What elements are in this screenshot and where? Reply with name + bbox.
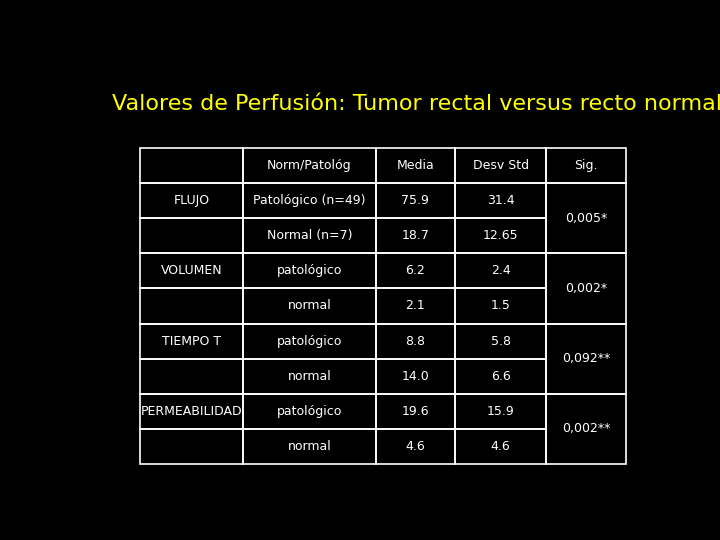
Bar <box>376 323 455 359</box>
Bar <box>455 288 546 323</box>
Bar <box>376 359 455 394</box>
Text: normal: normal <box>287 370 331 383</box>
Text: 15.9: 15.9 <box>487 405 515 418</box>
Text: Media: Media <box>397 159 434 172</box>
Text: 6.2: 6.2 <box>405 265 426 278</box>
Bar <box>243 253 376 288</box>
Bar <box>546 253 626 323</box>
Text: patológico: patológico <box>276 405 342 418</box>
Bar <box>376 218 455 253</box>
Text: 2.4: 2.4 <box>491 265 510 278</box>
Bar <box>455 429 546 464</box>
Text: VOLUMEN: VOLUMEN <box>161 265 222 278</box>
Bar <box>376 288 455 323</box>
Bar <box>243 183 376 218</box>
Text: 0,002**: 0,002** <box>562 422 610 435</box>
Text: patológico: patológico <box>276 335 342 348</box>
Text: 1.5: 1.5 <box>491 300 510 313</box>
Bar <box>140 148 243 183</box>
Text: Desv Std: Desv Std <box>472 159 528 172</box>
Bar <box>243 288 376 323</box>
Bar <box>376 183 455 218</box>
Text: TIEMPO T: TIEMPO T <box>162 335 221 348</box>
Text: Sig.: Sig. <box>575 159 598 172</box>
Bar <box>546 148 626 183</box>
Text: 6.6: 6.6 <box>491 370 510 383</box>
Bar <box>243 359 376 394</box>
Bar <box>140 218 243 253</box>
Bar <box>243 429 376 464</box>
Bar <box>546 183 626 253</box>
Text: 4.6: 4.6 <box>405 440 426 453</box>
Bar <box>455 218 546 253</box>
Bar <box>243 394 376 429</box>
Bar <box>140 323 243 359</box>
Text: 4.6: 4.6 <box>491 440 510 453</box>
Text: 5.8: 5.8 <box>490 335 510 348</box>
Bar <box>243 218 376 253</box>
Bar <box>140 183 243 218</box>
Bar <box>455 394 546 429</box>
Bar <box>140 288 243 323</box>
Bar <box>376 253 455 288</box>
Bar <box>455 323 546 359</box>
Text: Normal (n=7): Normal (n=7) <box>266 230 352 242</box>
Text: 12.65: 12.65 <box>483 230 518 242</box>
Bar <box>455 359 546 394</box>
Text: 75.9: 75.9 <box>401 194 429 207</box>
Text: 0,002*: 0,002* <box>565 282 607 295</box>
Bar <box>455 183 546 218</box>
Text: 2.1: 2.1 <box>405 300 426 313</box>
Bar <box>140 394 243 429</box>
Text: PERMEABILIDAD: PERMEABILIDAD <box>141 405 243 418</box>
Bar <box>243 323 376 359</box>
Text: normal: normal <box>287 440 331 453</box>
Bar <box>243 148 376 183</box>
Bar <box>455 253 546 288</box>
Bar <box>140 253 243 288</box>
Text: normal: normal <box>287 300 331 313</box>
Bar <box>140 359 243 394</box>
Bar <box>546 394 626 464</box>
Text: Valores de Perfusión: Tumor rectal versus recto normal: Valores de Perfusión: Tumor rectal versu… <box>112 94 720 114</box>
Text: 0,005*: 0,005* <box>564 212 607 225</box>
Text: Patológico (n=49): Patológico (n=49) <box>253 194 366 207</box>
Text: 14.0: 14.0 <box>402 370 429 383</box>
Bar <box>376 429 455 464</box>
Bar <box>546 323 626 394</box>
Bar <box>455 148 546 183</box>
Text: 0,092**: 0,092** <box>562 352 610 365</box>
Text: patológico: patológico <box>276 265 342 278</box>
Text: FLUJO: FLUJO <box>174 194 210 207</box>
Bar <box>376 148 455 183</box>
Text: 31.4: 31.4 <box>487 194 515 207</box>
Text: 19.6: 19.6 <box>402 405 429 418</box>
Text: 18.7: 18.7 <box>401 230 429 242</box>
Bar <box>140 429 243 464</box>
Text: 8.8: 8.8 <box>405 335 426 348</box>
Bar <box>376 394 455 429</box>
Text: Norm/Patológ: Norm/Patológ <box>267 159 351 172</box>
